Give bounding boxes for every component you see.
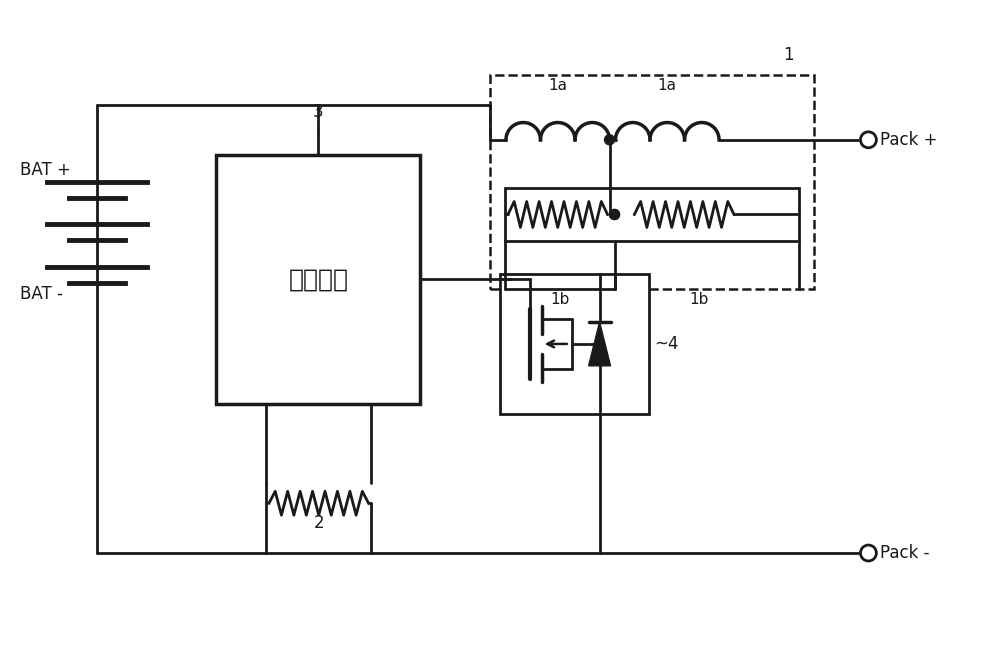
Bar	[216, 154, 420, 404]
Bar	[500, 275, 649, 413]
Text: 1b: 1b	[550, 292, 569, 307]
Text: 1: 1	[783, 46, 794, 64]
Circle shape	[610, 210, 619, 219]
Bar	[490, 75, 814, 289]
Circle shape	[605, 135, 615, 145]
Text: Pack +: Pack +	[880, 131, 938, 149]
Text: BAT -: BAT -	[20, 285, 63, 303]
Bar	[505, 188, 799, 241]
Text: 1a: 1a	[548, 78, 567, 93]
Text: Pack -: Pack -	[880, 544, 930, 562]
Text: BAT +: BAT +	[20, 161, 71, 178]
Text: 1a: 1a	[658, 78, 677, 93]
Text: 2: 2	[313, 514, 324, 532]
Text: 1b: 1b	[689, 292, 709, 307]
Circle shape	[500, 284, 510, 294]
Polygon shape	[589, 322, 611, 366]
Circle shape	[610, 210, 619, 219]
Text: 3: 3	[313, 103, 324, 121]
Text: 微控制器: 微控制器	[288, 267, 348, 291]
Text: ~4: ~4	[654, 335, 679, 353]
Circle shape	[610, 284, 619, 294]
